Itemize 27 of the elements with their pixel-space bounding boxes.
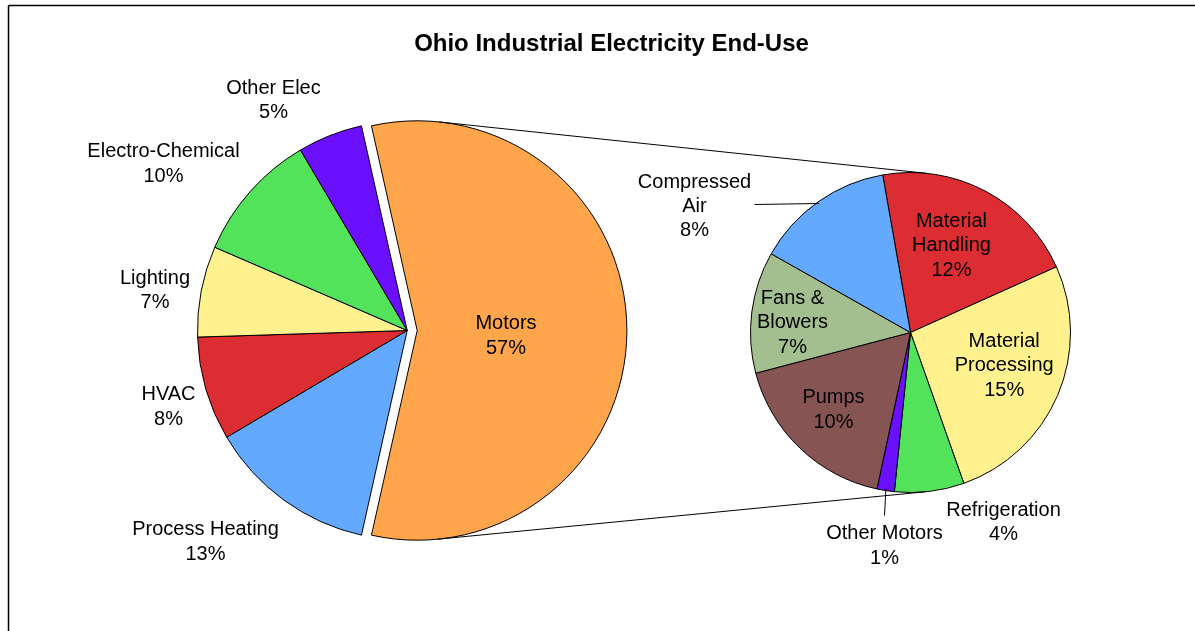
slice-label: Lighting	[119, 265, 191, 288]
data-label: 8%	[680, 218, 710, 241]
slice-label: Compressed Air	[637, 169, 752, 216]
slice-label: Motors	[475, 311, 537, 334]
data-label: 8%	[154, 406, 184, 429]
data-label: 13%	[185, 541, 226, 564]
slice-label: Process Heating	[132, 517, 279, 540]
data-label: 5%	[259, 100, 289, 123]
data-label: 57%	[485, 335, 527, 358]
slice-label: Other Motors	[826, 521, 943, 544]
slice-label: Material Processing	[954, 329, 1054, 376]
data-label: 7%	[140, 290, 170, 313]
data-label: 15%	[984, 377, 1025, 400]
slice-label: Fans & Blowers	[756, 286, 829, 333]
data-label: 12%	[931, 257, 972, 280]
slice-label: Other Elec	[226, 75, 321, 98]
data-label: 10%	[143, 163, 184, 186]
slice-label: Electro-Chemical	[87, 139, 240, 162]
data-label: 7%	[778, 334, 808, 357]
slice-label: Refrigeration	[946, 497, 1061, 520]
data-label: 1%	[870, 545, 900, 568]
data-label: 10%	[813, 409, 854, 432]
chart-title: Ohio Industrial Electricity End-Use	[414, 29, 809, 56]
slice-label: HVAC	[141, 382, 196, 405]
slice-label: Material Handling	[912, 209, 991, 256]
data-label: 4%	[989, 522, 1019, 545]
slice-label: Pumps	[802, 385, 865, 408]
